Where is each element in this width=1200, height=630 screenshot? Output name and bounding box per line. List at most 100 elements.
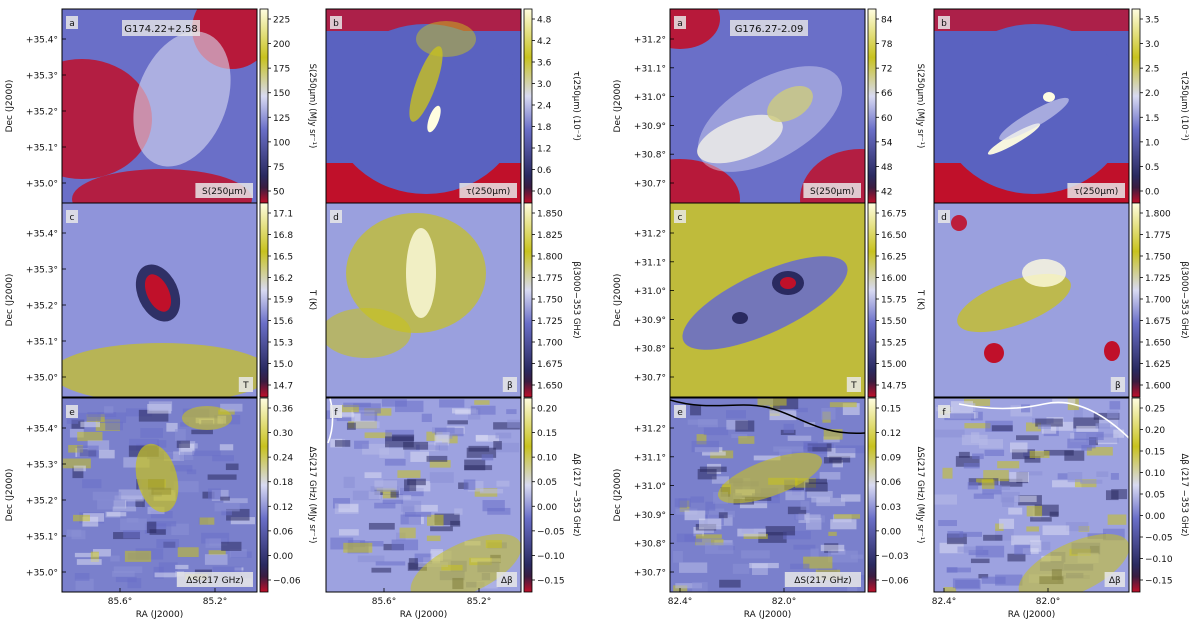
colorbar-tick-label: 1.800 xyxy=(537,253,563,263)
field-pixel xyxy=(385,436,414,448)
field-pixel xyxy=(1043,449,1074,456)
colorbar-tick-label: 0.09 xyxy=(881,454,901,464)
panel-letter: d xyxy=(941,213,947,223)
inset-label-box xyxy=(238,377,253,392)
colorbar-tick-label: 1.625 xyxy=(1145,360,1171,370)
field-pixel xyxy=(507,419,520,428)
field-pixel xyxy=(1110,473,1119,480)
field-pixel xyxy=(379,448,405,459)
field-pixel xyxy=(1011,535,1041,546)
heatmap-field xyxy=(62,398,257,592)
field-pixel xyxy=(92,491,122,501)
field-pixel xyxy=(676,533,703,543)
field-pixel xyxy=(1073,417,1100,429)
panel-right-c: c T 16.75 16.50 16.25 16.00 15.75 15.50 15.25 15.… xyxy=(613,202,925,398)
field-pixel xyxy=(946,533,967,545)
field-pixel xyxy=(975,545,1005,558)
inset-label: ΔS(217 GHz) xyxy=(794,576,851,586)
field-pixel xyxy=(1074,407,1083,419)
field-pixel xyxy=(1008,507,1023,515)
inset-label-box xyxy=(459,183,517,198)
x-axis-label: RA (J2000) xyxy=(744,610,792,620)
inset-label-box xyxy=(1104,572,1125,587)
field-pixel xyxy=(702,451,726,456)
colorbar-tick-label: 1.8 xyxy=(537,123,552,133)
field-feature xyxy=(133,31,231,167)
field-pixel xyxy=(793,544,816,550)
panel-left-a: a G174.22+2.58 S(250μm) 225 200 175 150 125 100 7… xyxy=(5,8,317,204)
panel-letter: f xyxy=(942,408,946,418)
colorbar-tick-label: 15.75 xyxy=(881,296,907,306)
field-pixel xyxy=(158,562,178,574)
field-pixel xyxy=(753,455,781,461)
field-pixel xyxy=(75,578,94,591)
colorbar-tick-label: 3.6 xyxy=(537,59,552,69)
field-pixel xyxy=(675,583,702,589)
field-pixel xyxy=(148,401,173,412)
field-pixel xyxy=(805,482,828,492)
field-pixel xyxy=(467,480,484,492)
field-pixel xyxy=(343,402,371,408)
field-pixel xyxy=(482,500,505,512)
field-pixel xyxy=(479,488,504,494)
y-tick-label: +35.0° xyxy=(26,180,58,190)
field-feature xyxy=(326,308,411,358)
field-pixel xyxy=(106,512,127,517)
field-pixel xyxy=(414,504,438,512)
field-feature xyxy=(1104,341,1120,361)
field-pixel xyxy=(1052,480,1082,488)
field-pixel xyxy=(955,456,980,467)
y-tick-label: +35.3° xyxy=(26,266,58,276)
x-tick-label: 82.4° xyxy=(932,597,957,607)
field-pixel xyxy=(475,434,488,441)
panel-frame xyxy=(61,397,258,593)
panel-frame xyxy=(669,397,866,593)
y-tick-label: +35.1° xyxy=(26,144,58,154)
y-axis-label: Dec (J2000) xyxy=(5,469,15,522)
x-tick-label: 82.4° xyxy=(668,597,693,607)
colorbar-tick-label: 0.30 xyxy=(273,429,293,439)
field-pixel xyxy=(62,458,91,469)
x-tick-label: 85.6° xyxy=(108,597,133,607)
colorbar-tick-label: 15.50 xyxy=(881,317,907,327)
colorbar-tick-label: 0.15 xyxy=(881,405,901,415)
field-pixel xyxy=(127,497,143,508)
colorbar-label: Δβ (217 −353 GHz) xyxy=(1179,454,1189,537)
field-pixel xyxy=(807,443,832,452)
colorbar-label: β(3000−353 GHz) xyxy=(571,261,581,338)
field-pixel xyxy=(481,454,494,461)
field-pixel xyxy=(219,444,234,451)
field-pixel xyxy=(1067,438,1096,449)
field-pixel xyxy=(419,442,439,452)
field-pixel xyxy=(758,532,787,543)
colorbar-tick-label: 54 xyxy=(881,138,893,148)
field-pixel xyxy=(1076,425,1099,432)
field-pixel xyxy=(68,445,84,453)
field-pixel xyxy=(1029,450,1050,459)
field-pixel xyxy=(1095,416,1118,427)
field-pixel xyxy=(808,478,827,484)
colorbar-tick-label: 0.15 xyxy=(1145,448,1165,458)
colorbar xyxy=(867,202,877,398)
colorbar-label: T (K) xyxy=(915,289,925,310)
inset-label-box xyxy=(1067,183,1125,198)
field-pixel xyxy=(426,535,441,542)
heatmap-field xyxy=(934,203,1129,397)
field-pixel xyxy=(123,530,141,539)
field-pixel xyxy=(400,514,421,525)
field-pixel xyxy=(223,498,248,504)
field-pixel xyxy=(390,490,399,498)
panel-letter-box xyxy=(66,16,78,29)
field-pixel xyxy=(1030,517,1052,522)
x-tick-label: 82.0° xyxy=(772,597,797,607)
contour-line xyxy=(670,399,865,435)
field-pixel xyxy=(80,421,101,428)
field-pixel xyxy=(741,550,770,559)
inset-label-box xyxy=(784,572,861,587)
field-feature xyxy=(62,59,152,179)
field-name-box xyxy=(122,20,200,36)
masked-edge xyxy=(934,9,1129,31)
x-tick-label: 85.2° xyxy=(203,597,228,607)
panel-letter: c xyxy=(678,213,683,223)
inset-label: T xyxy=(242,381,249,391)
